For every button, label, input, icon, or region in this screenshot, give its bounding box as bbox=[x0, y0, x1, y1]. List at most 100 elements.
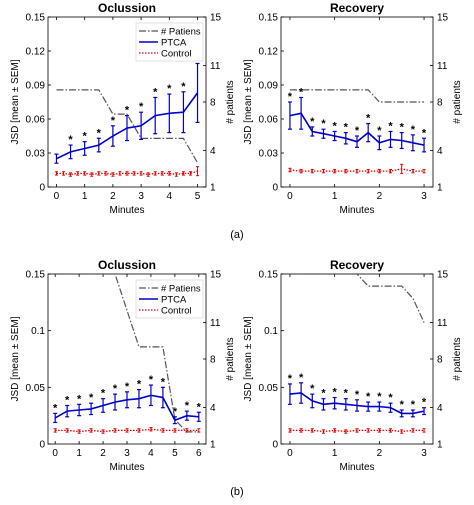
y-tick-label: 0.12 bbox=[259, 47, 279, 58]
y2-tick-label: 4 bbox=[210, 403, 216, 414]
chart-a-occlusion: Oclussion 0 1 2 3 4 5 Minutes 0 0.03 0.06 0.09 0.12 0… bbox=[10, 1, 236, 216]
y-axis-label: JSD [mean ± SEM] bbox=[10, 316, 21, 401]
chart-title: Recovery bbox=[330, 258, 384, 272]
y2-tick-label: 8 bbox=[210, 355, 216, 366]
chart-title: Oclussion bbox=[98, 1, 156, 15]
chart-a-recovery: Recovery 0 1 2 3 Minutes 0 0.03 0.06 0.09 0.12 0.15… bbox=[243, 1, 463, 216]
y2-tick-label: 1 bbox=[437, 440, 443, 451]
x-tick-label: 0 bbox=[52, 448, 58, 459]
x-tick-label: 2 bbox=[110, 191, 116, 202]
significance-star: * bbox=[310, 383, 315, 395]
y-axis-label: JSD [mean ± SEM] bbox=[243, 59, 254, 144]
significance-star: * bbox=[185, 400, 190, 412]
caption-b: (b) bbox=[230, 486, 243, 498]
y-tick-label: 0.1 bbox=[31, 326, 45, 337]
y-tick-label: 0.09 bbox=[26, 81, 46, 92]
significance-star: * bbox=[181, 81, 186, 93]
x-tick-label: 0 bbox=[287, 448, 293, 459]
significance-star: * bbox=[299, 86, 304, 98]
significance-star: * bbox=[68, 134, 73, 146]
y2-tick-label: 1 bbox=[437, 183, 443, 194]
significance-star: * bbox=[137, 379, 142, 391]
significance-star: * bbox=[377, 391, 382, 403]
significance-star: * bbox=[333, 387, 338, 399]
x-tick-label: 0 bbox=[287, 191, 293, 202]
x-tick-label: 3 bbox=[421, 448, 427, 459]
significance-star: * bbox=[333, 120, 338, 132]
significance-star: * bbox=[139, 101, 144, 113]
plot-frame bbox=[280, 273, 434, 445]
significance-star: * bbox=[101, 388, 106, 400]
chart-b-occlusion: Oclussion 0 1 2 3 4 5 6 Minutes 0 0.05 0.1 0.15 JSD [… bbox=[10, 258, 236, 473]
series-control-line bbox=[56, 170, 198, 176]
y2-tick-label: 4 bbox=[210, 146, 216, 157]
significance-star: * bbox=[77, 393, 82, 405]
x-axis-label: Minutes bbox=[339, 462, 374, 473]
significance-star: * bbox=[111, 115, 116, 127]
x-tick-label: 5 bbox=[195, 191, 201, 202]
y-tick-label: 0.12 bbox=[26, 47, 46, 58]
legend-label: PTCA bbox=[161, 38, 187, 49]
y-tick-label: 0 bbox=[272, 440, 278, 451]
legend-label: Control bbox=[161, 49, 192, 60]
x-axis-label: Minutes bbox=[339, 205, 374, 216]
significance-star: * bbox=[321, 118, 326, 130]
significance-star: * bbox=[411, 124, 416, 136]
x-axis-label: Minutes bbox=[109, 462, 144, 473]
x-axis-label: Minutes bbox=[109, 205, 144, 216]
significance-star: * bbox=[288, 373, 293, 385]
y2-tick-label: 8 bbox=[437, 355, 443, 366]
significance-star: * bbox=[65, 394, 70, 406]
x-tick-label: 1 bbox=[82, 191, 88, 202]
y2-tick-label: 15 bbox=[437, 270, 449, 281]
significance-star: * bbox=[400, 399, 405, 411]
x-tick-label: 4 bbox=[148, 448, 154, 459]
significance-star: * bbox=[288, 91, 293, 103]
significance-star: * bbox=[388, 392, 393, 404]
y-tick-label: 0 bbox=[272, 183, 278, 194]
legend-label: # Patiens bbox=[161, 284, 201, 295]
x-tick-label: 2 bbox=[100, 448, 106, 459]
series-patients-line bbox=[56, 89, 199, 164]
y2-axis-label: # patients bbox=[225, 80, 236, 123]
significance-star: * bbox=[366, 113, 371, 125]
significance-star: * bbox=[366, 391, 371, 403]
y-tick-label: 0.05 bbox=[26, 383, 46, 394]
y-tick-label: 0 bbox=[39, 183, 45, 194]
legend-label: # Patiens bbox=[161, 27, 201, 38]
series-patients-line bbox=[289, 273, 425, 323]
series-patients-line bbox=[289, 89, 425, 103]
y2-tick-label: 4 bbox=[437, 146, 443, 157]
x-tick-label: 1 bbox=[76, 448, 82, 459]
y2-tick-label: 11 bbox=[210, 318, 221, 329]
significance-star: * bbox=[167, 83, 172, 95]
y2-tick-label: 8 bbox=[210, 98, 216, 109]
y-tick-label: 0.06 bbox=[259, 115, 279, 126]
x-tick-label: 1 bbox=[332, 448, 338, 459]
x-tick-label: 2 bbox=[377, 191, 383, 202]
y-tick-label: 0.03 bbox=[26, 149, 46, 160]
significance-star: * bbox=[97, 127, 102, 139]
x-tick-label: 4 bbox=[167, 191, 173, 202]
significance-star: * bbox=[377, 125, 382, 137]
significance-star: * bbox=[125, 381, 130, 393]
significance-star: * bbox=[197, 401, 202, 413]
x-tick-label: 3 bbox=[124, 448, 130, 459]
significance-star: * bbox=[153, 86, 158, 98]
x-tick-label: 3 bbox=[421, 191, 427, 202]
y-tick-label: 0.15 bbox=[259, 13, 279, 24]
significance-star: * bbox=[344, 388, 349, 400]
significance-star: * bbox=[321, 388, 326, 400]
y2-tick-label: 1 bbox=[210, 440, 216, 451]
significance-star: * bbox=[299, 372, 304, 384]
y-tick-label: 0.15 bbox=[26, 270, 46, 281]
y-tick-label: 0 bbox=[39, 440, 45, 451]
x-tick-label: 3 bbox=[138, 191, 144, 202]
significance-star: * bbox=[173, 406, 178, 418]
significance-star: * bbox=[355, 125, 360, 137]
y2-tick-label: 11 bbox=[437, 61, 448, 72]
x-tick-label: 5 bbox=[172, 448, 178, 459]
y2-tick-label: 1 bbox=[210, 183, 216, 194]
